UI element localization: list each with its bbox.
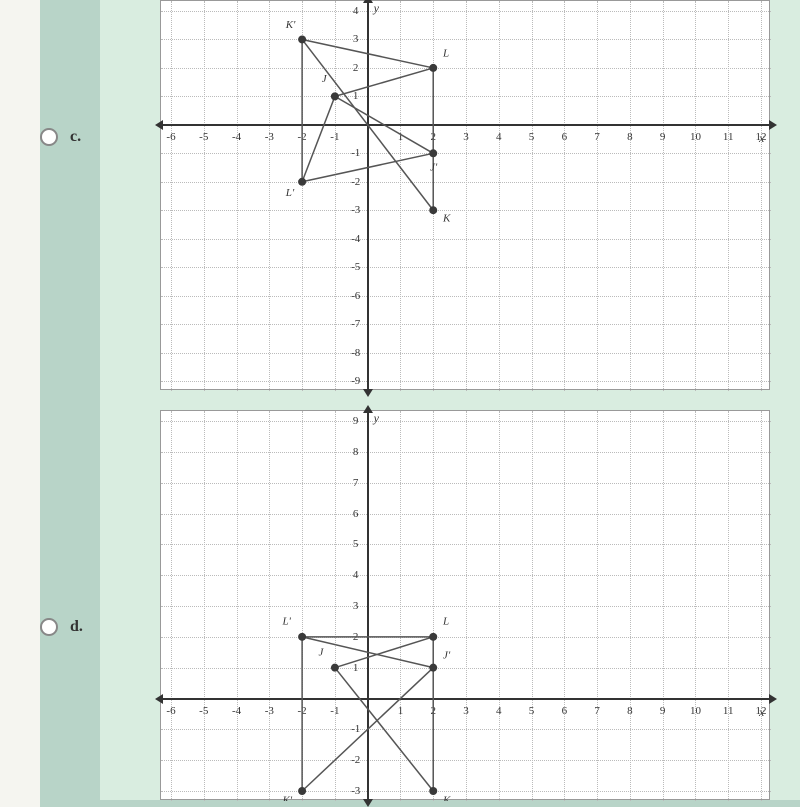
x-tick: 4 (496, 705, 502, 717)
x-tick: 4 (496, 131, 502, 143)
x-tick: 1 (398, 131, 404, 143)
x-tick: 7 (594, 131, 600, 143)
option-c[interactable]: c. (40, 128, 81, 146)
x-tick: 1 (398, 705, 404, 717)
svg-text:J: J (319, 646, 325, 658)
y-tick: 2 (353, 62, 359, 74)
y-tick: -5 (351, 261, 360, 273)
x-tick: 2 (430, 705, 436, 717)
y-tick: -8 (351, 347, 360, 359)
y-tick: -2 (351, 176, 360, 188)
x-tick: 2 (430, 131, 436, 143)
x-tick: 11 (723, 131, 734, 143)
worksheet: c. d. -6-5-4-3-2-1123456789101112-9-8-7-… (100, 0, 800, 800)
y-tick: 4 (353, 5, 359, 17)
x-tick: 10 (690, 131, 701, 143)
x-tick: 5 (529, 131, 535, 143)
y-tick: 6 (353, 508, 359, 520)
x-tick: -5 (199, 131, 208, 143)
svg-text:L': L' (281, 616, 291, 628)
x-tick: 5 (529, 705, 535, 717)
x-tick: 6 (562, 131, 568, 143)
x-axis-label: x (759, 705, 764, 720)
x-tick: -6 (166, 131, 175, 143)
y-tick: 3 (353, 33, 359, 45)
x-tick: -5 (199, 705, 208, 717)
x-tick: -4 (232, 705, 241, 717)
x-tick: 7 (594, 705, 600, 717)
y-tick: 8 (353, 446, 359, 458)
x-tick: -1 (330, 705, 339, 717)
x-tick: -3 (265, 705, 274, 717)
svg-text:K': K' (281, 794, 292, 801)
svg-text:K': K' (285, 19, 296, 31)
x-tick: 8 (627, 131, 633, 143)
svg-text:L: L (442, 616, 449, 628)
y-tick: 1 (353, 90, 359, 102)
x-tick: 3 (463, 131, 469, 143)
graph-d: -6-5-4-3-2-1123456789101112-3-2-11234567… (160, 410, 770, 800)
x-tick: 11 (723, 705, 734, 717)
x-tick: 6 (562, 705, 568, 717)
option-d-label: d. (70, 618, 83, 636)
y-tick: -3 (351, 785, 360, 797)
svg-text:K: K (442, 213, 451, 225)
y-axis-label: y (374, 1, 379, 16)
x-tick: -4 (232, 131, 241, 143)
x-axis-label: x (759, 131, 764, 146)
x-tick: 8 (627, 705, 633, 717)
y-tick: -4 (351, 233, 360, 245)
y-tick: -1 (351, 147, 360, 159)
svg-text:K: K (442, 794, 451, 801)
x-tick: 10 (690, 705, 701, 717)
radio-d[interactable] (40, 618, 58, 636)
y-axis-label: y (374, 411, 379, 426)
y-tick: 7 (353, 477, 359, 489)
svg-text:J: J (322, 73, 328, 85)
y-tick: 3 (353, 600, 359, 612)
radio-c[interactable] (40, 128, 58, 146)
y-tick: 4 (353, 569, 359, 581)
option-c-label: c. (70, 128, 81, 146)
y-tick: -7 (351, 318, 360, 330)
y-tick: -6 (351, 290, 360, 302)
graph-c: -6-5-4-3-2-1123456789101112-9-8-7-6-5-4-… (160, 0, 770, 390)
y-tick: 9 (353, 415, 359, 427)
x-tick: -6 (166, 705, 175, 717)
x-tick: -1 (330, 131, 339, 143)
y-tick: 1 (353, 662, 359, 674)
x-tick: -2 (298, 705, 307, 717)
x-tick: -2 (298, 131, 307, 143)
x-tick: 9 (660, 131, 666, 143)
svg-text:L': L' (285, 187, 295, 199)
svg-text:J': J' (443, 649, 451, 661)
y-tick: 5 (353, 538, 359, 550)
svg-text:L: L (442, 48, 449, 60)
y-tick: -2 (351, 754, 360, 766)
x-tick: 9 (660, 705, 666, 717)
option-d[interactable]: d. (40, 618, 83, 636)
y-tick: -1 (351, 723, 360, 735)
y-tick: -9 (351, 375, 360, 387)
x-tick: -3 (265, 131, 274, 143)
y-tick: 2 (353, 631, 359, 643)
x-tick: 3 (463, 705, 469, 717)
y-tick: -3 (351, 204, 360, 216)
